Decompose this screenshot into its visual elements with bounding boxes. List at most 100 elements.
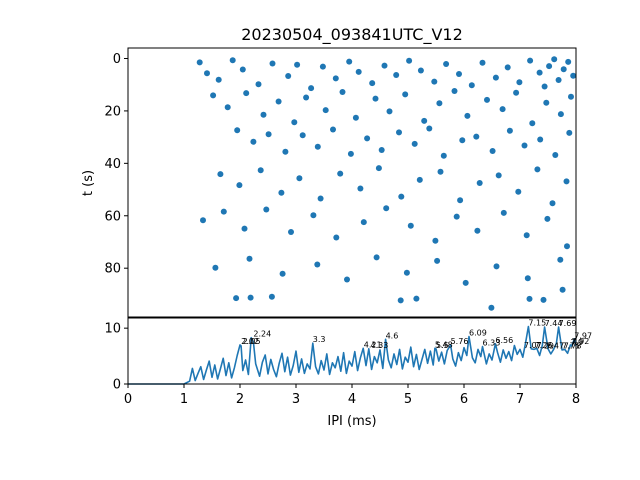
- scatter-point: [563, 178, 570, 185]
- scatter-point: [397, 297, 404, 304]
- scatter-point: [555, 77, 562, 83]
- peak-annotation: 7.29: [536, 341, 554, 350]
- y-tick-label: 40: [104, 157, 121, 172]
- scatter-point: [557, 256, 564, 263]
- x-tick-label: 0: [124, 392, 132, 407]
- scatter-point: [434, 257, 441, 264]
- peak-annotation: 7.97: [574, 331, 592, 340]
- scatter-point: [378, 147, 385, 153]
- scatter-point: [268, 293, 275, 300]
- scatter-point: [500, 209, 507, 216]
- peak-annotation: 5.5: [436, 341, 449, 350]
- scatter-point: [421, 117, 428, 124]
- peak-annotation: 7.44: [545, 319, 563, 328]
- scatter-point: [330, 126, 336, 133]
- ipi-x-ticks: 0 1 2 3 4 5 6 7 8: [124, 384, 580, 407]
- peak-annotation: 5.48: [435, 340, 453, 349]
- scatter-point: [250, 138, 257, 145]
- peak-annotation: 7.26: [535, 341, 553, 350]
- scatter-point: [506, 127, 513, 134]
- scatter-point: [431, 78, 438, 85]
- scatter-point: [375, 165, 382, 172]
- scatter-point: [492, 74, 499, 81]
- scatter-point: [402, 91, 409, 98]
- scatter-point: [524, 275, 531, 282]
- peak-annotation: 7.78: [564, 341, 582, 350]
- x-tick-label: 5: [404, 392, 412, 407]
- scatter-point: [529, 120, 536, 127]
- scatter-point: [417, 67, 424, 74]
- scatter-point: [347, 150, 354, 157]
- scatter-point: [489, 148, 496, 154]
- scatter-point: [234, 127, 241, 134]
- scatter-point: [239, 66, 246, 73]
- x-tick-label: 4: [348, 392, 356, 407]
- scatter-point: [357, 185, 364, 192]
- scatter-point: [233, 295, 240, 302]
- scatter-point: [294, 61, 301, 68]
- scatter-point: [568, 93, 574, 100]
- peak-annotation: 7.9: [570, 338, 583, 347]
- scatter-point: [565, 58, 572, 65]
- scatter-point: [364, 135, 371, 142]
- scatter-point: [407, 222, 414, 229]
- scatter-point: [319, 63, 326, 70]
- scatter-point: [355, 68, 362, 75]
- scatter-point: [296, 175, 303, 182]
- scatter-point: [346, 58, 353, 65]
- scatter-point: [546, 63, 553, 70]
- scatter-point: [337, 170, 344, 177]
- scatter-point: [369, 80, 376, 87]
- scatter-point: [241, 225, 248, 232]
- scatter-point: [543, 99, 550, 106]
- scatter-point: [332, 75, 339, 82]
- scatter-point: [527, 57, 534, 64]
- scatter-point: [440, 152, 447, 159]
- scatter-point: [339, 89, 346, 95]
- scatter-point: [381, 62, 388, 69]
- scatter-point: [462, 279, 469, 286]
- scatter-point: [247, 294, 254, 301]
- scatter-point: [493, 263, 500, 270]
- peak-annotation: 6.56: [495, 336, 513, 345]
- scatter-point: [432, 237, 439, 244]
- scatter-axes-frame: [127, 47, 577, 319]
- scatter-plot: [196, 56, 577, 311]
- scatter-point: [393, 72, 400, 78]
- scatter-point: [411, 140, 418, 147]
- scatter-point: [279, 270, 286, 277]
- peak-annotation: 6.09: [469, 329, 487, 338]
- y-tick-label: 0: [113, 52, 121, 67]
- scatter-point: [473, 133, 480, 140]
- peak-annotation: 2.24: [253, 330, 271, 339]
- scatter-point: [303, 94, 310, 101]
- scatter-point: [495, 172, 502, 179]
- scatter-point: [373, 254, 380, 261]
- scatter-point: [515, 188, 522, 195]
- peak-annotation: 6.33: [483, 339, 501, 348]
- scatter-point: [413, 295, 420, 302]
- scatter-point: [196, 59, 203, 66]
- scatter-point: [386, 108, 393, 115]
- y-tick-label: 0: [113, 378, 121, 393]
- peak-annotation: 7.15: [528, 319, 546, 328]
- scatter-point: [310, 212, 317, 219]
- scatter-point: [551, 56, 558, 63]
- scatter-point: [570, 72, 577, 79]
- peak-annotation: 7.07: [524, 341, 542, 350]
- scatter-point: [456, 71, 462, 77]
- x-tick-label: 8: [572, 392, 580, 407]
- scatter-point: [299, 132, 306, 139]
- scatter-point: [260, 111, 267, 118]
- scatter-point: [204, 70, 210, 77]
- scatter-point: [212, 264, 219, 271]
- scatter-point: [437, 168, 444, 175]
- scatter-point: [265, 131, 272, 138]
- x-tick-label: 3: [292, 392, 300, 407]
- scatter-point: [396, 129, 402, 136]
- x-tick-label: 1: [180, 392, 188, 407]
- peak-annotation: 3.3: [313, 335, 326, 344]
- scatter-y-ticks: 0 20 40 60 80: [104, 52, 128, 277]
- scatter-point: [453, 213, 460, 220]
- scatter-point: [224, 104, 231, 111]
